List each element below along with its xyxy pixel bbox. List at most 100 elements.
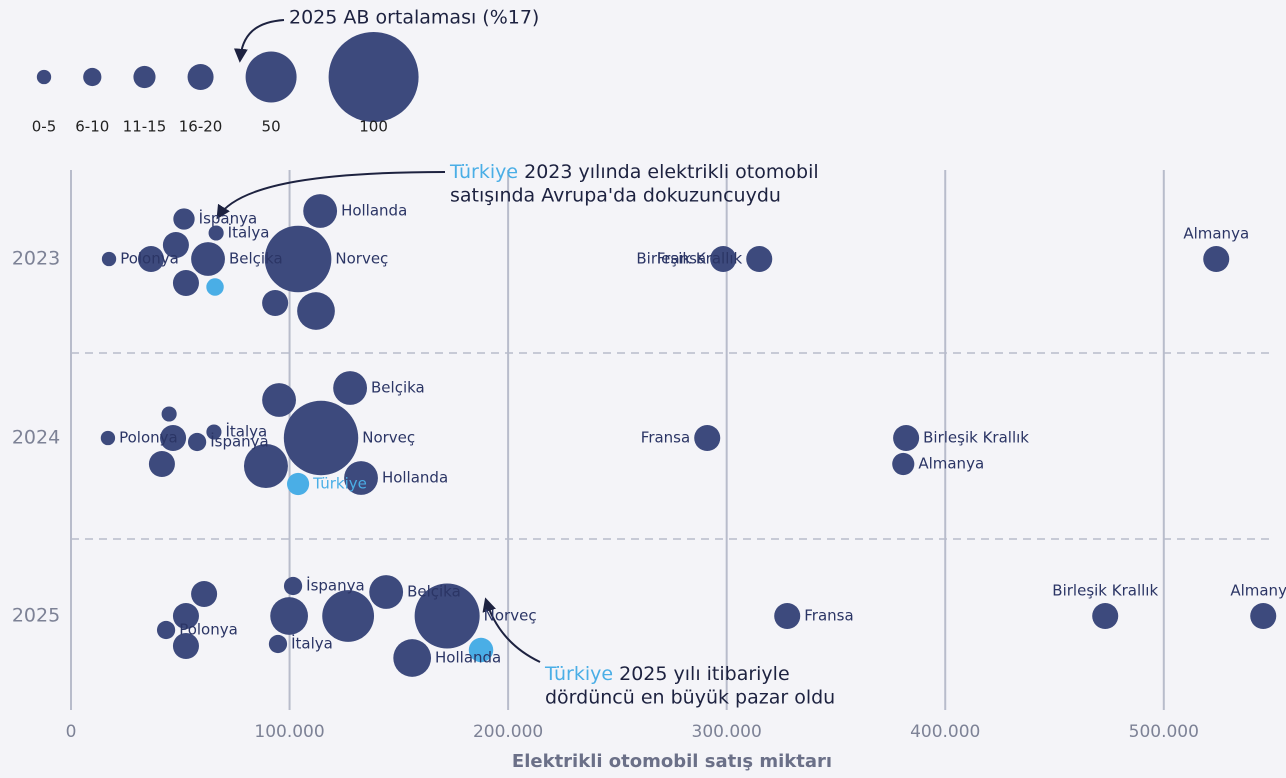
bubble xyxy=(322,590,375,642)
legend-note: 2025 AB ortalaması (%17) xyxy=(289,7,539,29)
bubble-label: İspanya xyxy=(306,576,365,595)
bubble xyxy=(172,602,199,630)
legend-bubble xyxy=(36,69,52,85)
bubble xyxy=(208,225,224,241)
bubble xyxy=(369,575,404,609)
bubble xyxy=(283,400,359,476)
bubble xyxy=(173,208,195,230)
bubble xyxy=(206,424,222,440)
legend-label: 16-20 xyxy=(179,118,223,136)
bubble-label: Norveç xyxy=(362,429,415,447)
bubble xyxy=(774,602,801,630)
annotation-highlight: Türkiye xyxy=(449,161,518,183)
annotation-arrow xyxy=(216,171,446,220)
bubble xyxy=(160,424,187,452)
annotation: Türkiye 2023 yılında elektrikli otomobil xyxy=(449,161,819,183)
bubble xyxy=(710,245,737,273)
annotation-highlight: Türkiye xyxy=(544,663,613,685)
annotation-text: dördüncü en büyük pazar oldu xyxy=(545,687,835,709)
legend-bubble xyxy=(83,67,102,87)
bubble xyxy=(268,634,288,654)
annotation-text: satışında Avrupa'da dokuzuncuydu xyxy=(450,185,781,207)
legend-label: 11-15 xyxy=(123,118,167,136)
bubble xyxy=(264,225,332,293)
bubble xyxy=(746,245,773,273)
annotation-text: 2023 yılında elektrikli otomobil xyxy=(518,161,819,183)
x-tick-label: 400.000 xyxy=(910,722,980,742)
legend-label: 50 xyxy=(262,118,281,136)
bubble xyxy=(172,269,199,297)
bubble-label: İtalya xyxy=(291,634,333,653)
bubble-label: Türkiye xyxy=(312,475,367,493)
bubble xyxy=(262,383,296,417)
x-tick-label: 100.000 xyxy=(254,722,324,742)
bubble xyxy=(892,452,915,476)
bubble-label: Belçika xyxy=(371,379,425,397)
bubble xyxy=(414,583,480,649)
bubble-label: Norveç xyxy=(335,250,388,268)
legend-bubble xyxy=(187,63,214,91)
y-tick-label: 2025 xyxy=(12,605,60,627)
bubble xyxy=(694,424,721,452)
bubble xyxy=(148,450,175,478)
bubble-label: Hollanda xyxy=(382,469,448,487)
bubble xyxy=(161,406,177,422)
bubble-label: Birleşik Krallık xyxy=(923,429,1029,447)
bubble xyxy=(344,461,378,495)
bubble-label: Polonya xyxy=(120,250,179,268)
legend-bubble xyxy=(133,65,156,89)
bubble-label: Almanya xyxy=(1183,224,1249,242)
bubble-label: Polonya xyxy=(179,621,238,639)
annotation-arrow xyxy=(482,597,541,663)
bubble-label: Hollanda xyxy=(435,649,501,667)
annotation-arrow xyxy=(233,19,285,63)
bubble xyxy=(101,251,117,267)
bubble-label: İspanya xyxy=(199,209,258,228)
bubble-label: Belçika xyxy=(407,583,461,601)
bubble-label: Birleşik Krallık xyxy=(1052,581,1158,599)
bubble-label: Norveç xyxy=(484,607,537,625)
bubble-label: İspanya xyxy=(210,432,269,451)
bubble xyxy=(187,432,207,452)
bubble xyxy=(333,371,368,405)
bubble xyxy=(191,580,218,608)
legend-bubble xyxy=(328,32,419,122)
bubble xyxy=(262,289,289,317)
bubble xyxy=(156,620,176,640)
bubble xyxy=(162,231,189,259)
y-tick-label: 2023 xyxy=(12,248,60,270)
bubble xyxy=(297,292,335,330)
bubble-label: İtalya xyxy=(225,422,267,441)
x-axis-title: Elektrikli otomobil satış miktarı xyxy=(512,751,832,772)
legend-label: 6-10 xyxy=(75,118,109,136)
bubble-label: Polonya xyxy=(119,429,178,447)
bubble xyxy=(243,444,288,488)
bubble xyxy=(1203,245,1230,273)
legend-bubble xyxy=(245,51,297,103)
bubble-label: Fransa xyxy=(804,607,853,625)
x-tick-label: 0 xyxy=(66,722,77,742)
bubble-label: Hollanda xyxy=(341,202,407,220)
annotation: Türkiye 2025 yılı itibariyle xyxy=(544,663,790,685)
bubble xyxy=(172,632,199,660)
bubble xyxy=(1250,602,1277,630)
bubble-label: Almanya xyxy=(1230,581,1286,599)
bubble-label: Birleşik Krallık xyxy=(636,250,742,268)
x-tick-label: 500.000 xyxy=(1129,722,1199,742)
bubble-label: Belçika xyxy=(229,250,283,268)
bubble-label: İtalya xyxy=(228,223,270,242)
bubble xyxy=(893,424,920,452)
bubble xyxy=(137,245,165,273)
bubble-label: Almanya xyxy=(918,455,984,473)
bubble xyxy=(393,639,432,677)
bubble xyxy=(100,430,116,446)
legend-label: 100 xyxy=(359,118,388,136)
y-tick-label: 2024 xyxy=(12,427,60,449)
bubble-label: Fransa xyxy=(657,250,706,268)
x-tick-label: 300.000 xyxy=(692,722,762,742)
bubbles xyxy=(100,194,1277,677)
bubble-label: Fransa xyxy=(641,429,690,447)
bubble xyxy=(191,242,225,276)
legend-label: 0-5 xyxy=(32,118,57,136)
